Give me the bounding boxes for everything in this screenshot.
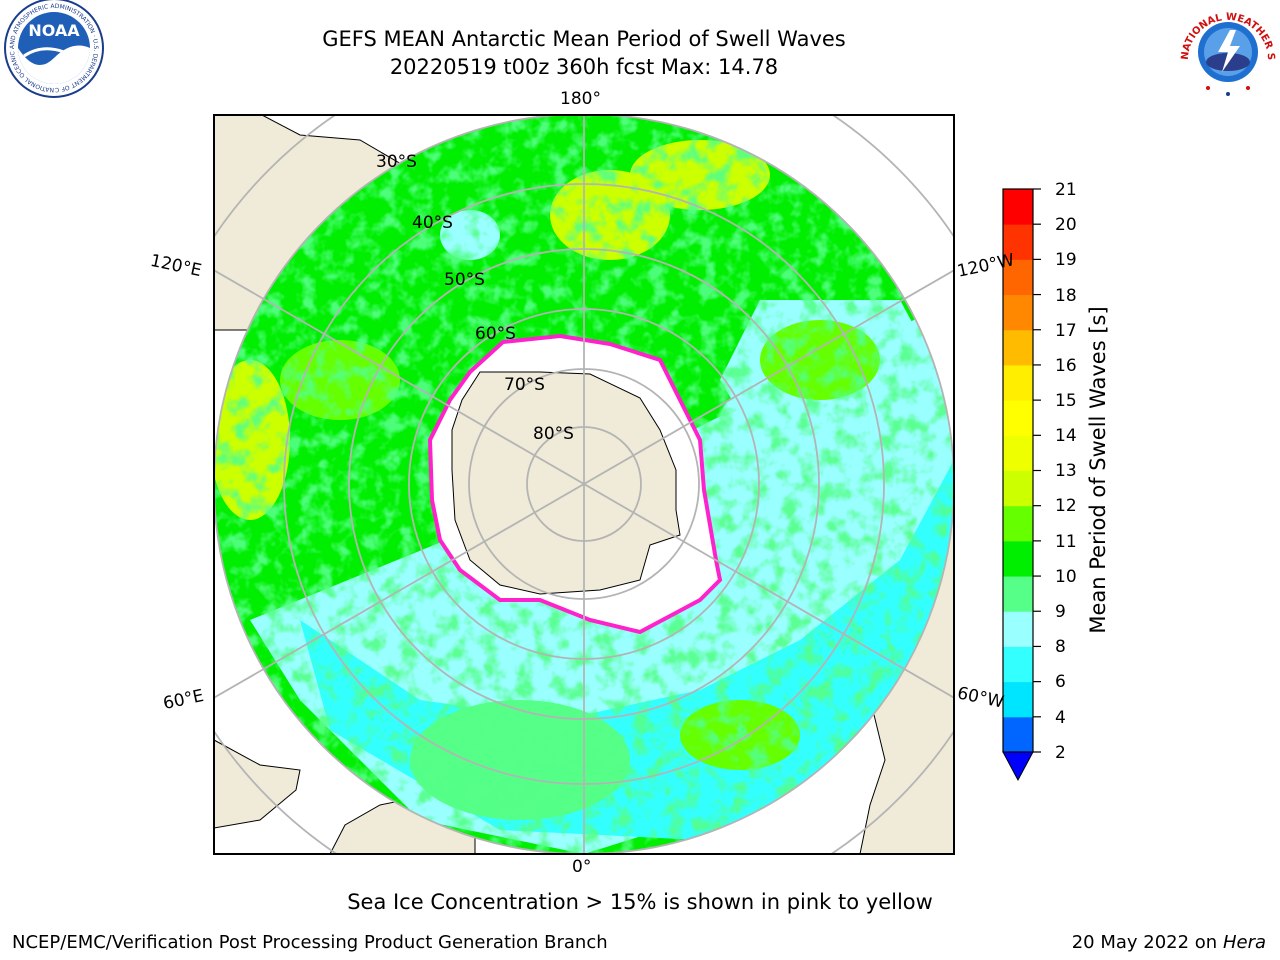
- colorbar-tick: 14: [1055, 426, 1077, 446]
- colorbar-tick: 6: [1055, 672, 1066, 692]
- lat-label-80s: 80°S: [533, 424, 574, 444]
- colorbar-segment: [1003, 435, 1033, 471]
- colorbar-label: Mean Period of Swell Waves [s]: [1086, 306, 1110, 634]
- colorbar-segment: [1003, 505, 1033, 542]
- colorbar-segment: [1003, 329, 1033, 366]
- colorbar-segment: [1003, 576, 1033, 612]
- colorbar-tick: 9: [1055, 602, 1066, 622]
- colorbar-segment: [1003, 611, 1033, 647]
- nws-logo: NATIONAL WEATHER SERVICE: [1178, 0, 1276, 98]
- colorbar-segment: [1003, 189, 1033, 225]
- colorbar-tick: 18: [1055, 286, 1077, 306]
- footer-host: Hera: [1222, 932, 1266, 953]
- colorbar-tick: 8: [1055, 637, 1066, 657]
- lat-label-60s: 60°S: [475, 324, 516, 344]
- colorbar-segment: [1003, 646, 1033, 683]
- colorbar: [1002, 188, 1041, 782]
- antarctica-land: [451, 371, 681, 595]
- colorbar-segment: [1003, 400, 1033, 436]
- lat-label-40s: 40°S: [412, 213, 453, 233]
- lon-label-180: 180°: [560, 89, 601, 109]
- colorbar-tick: 20: [1055, 215, 1077, 235]
- footer-date: 20 May 2022 on Hera: [1072, 932, 1266, 953]
- colorbar-tick: 19: [1055, 250, 1077, 270]
- lat-label-70s: 70°S: [504, 375, 545, 395]
- lat-label-30s: 30°S: [376, 152, 417, 172]
- colorbar-extend-arrow: [1002, 751, 1034, 782]
- colorbar-segment: [1003, 259, 1033, 296]
- sea-ice-caption: Sea Ice Concentration > 15% is shown in …: [347, 890, 933, 914]
- noaa-logo: NATIONAL OCEANIC AND ATMOSPHERIC ADMINIS…: [2, 0, 104, 98]
- map-frame: [213, 114, 955, 855]
- colorbar-tick: 2: [1055, 743, 1066, 763]
- colorbar-tick: 12: [1055, 496, 1077, 516]
- colorbar-tick: 15: [1055, 391, 1077, 411]
- colorbar-segment: [1003, 224, 1033, 260]
- colorbar-segment: [1003, 540, 1033, 577]
- colorbar-tick: 4: [1055, 708, 1066, 728]
- lon-label-0: 0°: [572, 857, 592, 877]
- footer-date-text: 20 May 2022 on: [1071, 932, 1218, 953]
- colorbar-segment: [1003, 681, 1033, 718]
- colorbar-segment: [1003, 294, 1033, 331]
- colorbar-tick: 16: [1055, 356, 1077, 376]
- colorbar-tick: 17: [1055, 321, 1077, 341]
- colorbar-segment: [1003, 470, 1033, 507]
- graticule: [214, 115, 954, 854]
- colorbar-tick: 11: [1055, 532, 1077, 552]
- colorbar-segment: [1003, 716, 1033, 753]
- colorbar-segment: [1003, 364, 1033, 401]
- colorbar-tick: 21: [1055, 180, 1077, 200]
- colorbar-tick: 13: [1055, 461, 1077, 481]
- colorbar-tick: 10: [1055, 567, 1077, 587]
- lat-label-50s: 50°S: [444, 270, 485, 290]
- swell-period-field: [214, 115, 954, 854]
- noaa-logo-text: NOAA: [28, 21, 80, 40]
- chart-title: GEFS MEAN Antarctic Mean Period of Swell…: [322, 27, 846, 51]
- chart-subtitle: 20220519 t00z 360h fcst Max: 14.78: [389, 55, 779, 79]
- footer-credit: NCEP/EMC/Verification Post Processing Pr…: [12, 932, 608, 953]
